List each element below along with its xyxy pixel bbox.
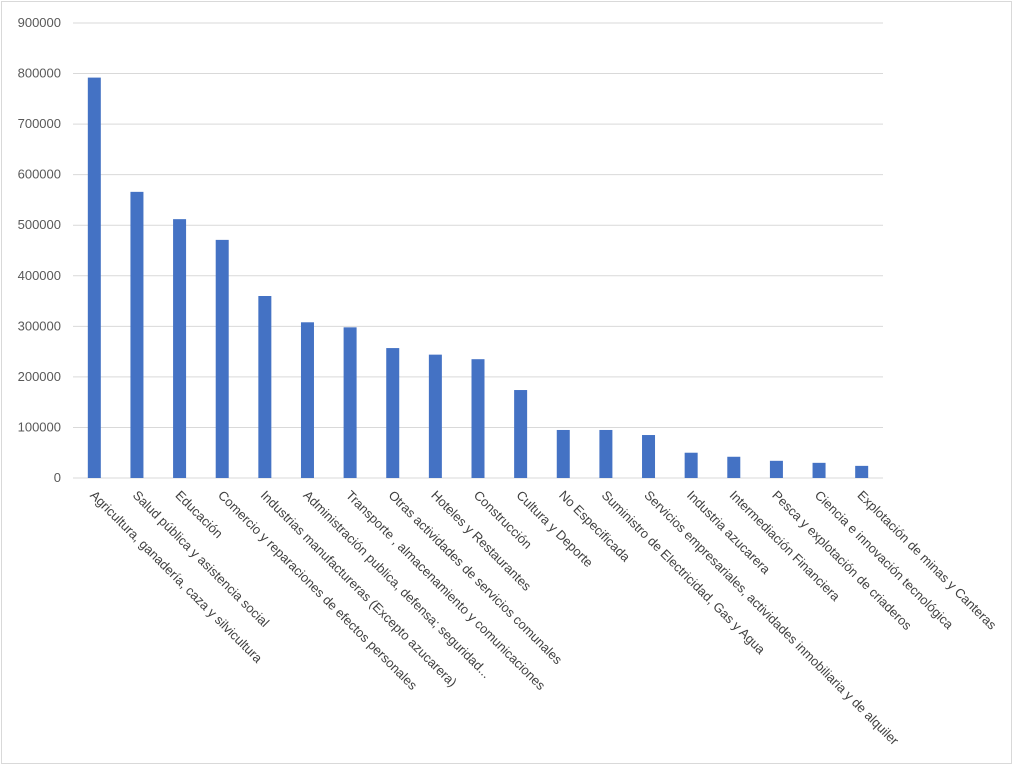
bar <box>173 219 187 478</box>
bars <box>87 77 869 478</box>
y-tick-label: 100000 <box>18 419 61 434</box>
y-tick-label: 500000 <box>18 217 61 232</box>
bar <box>727 456 741 478</box>
x-category-label: Transporte , almacenamiento y comunicaci… <box>343 488 549 694</box>
y-tick-label: 900000 <box>18 15 61 30</box>
y-tick-label: 300000 <box>18 318 61 333</box>
bar <box>343 327 357 478</box>
y-axis-ticks: 0 100000 200000 300000 400000 500000 600000 700… <box>18 15 61 485</box>
bar <box>556 429 570 478</box>
y-tick-label: 700000 <box>18 116 61 131</box>
bar <box>215 239 229 478</box>
bar <box>258 296 272 478</box>
x-axis-labels: Agricultura, ganadería, caza y silvicult… <box>87 488 1000 749</box>
bar <box>87 77 101 478</box>
bar <box>642 435 656 478</box>
y-tick-label: 600000 <box>18 167 61 182</box>
bar <box>428 354 442 478</box>
bar <box>514 390 528 478</box>
y-tick-label: 0 <box>54 470 61 485</box>
bar <box>130 191 144 478</box>
gridlines <box>73 22 883 479</box>
bar <box>300 322 314 478</box>
x-category-label: Comercio y reparaciones de efectos perso… <box>215 488 421 694</box>
bar <box>684 452 698 478</box>
bar <box>386 348 400 478</box>
bar <box>471 359 485 478</box>
bar <box>855 465 869 478</box>
bar <box>769 460 783 478</box>
bar <box>599 429 613 478</box>
x-category-label: Industrias manufactureras (Excepto azuca… <box>258 488 460 690</box>
bar <box>812 462 826 478</box>
y-tick-label: 800000 <box>18 66 61 81</box>
x-category-label: Cultura y Deporte <box>514 488 597 571</box>
y-tick-label: 400000 <box>18 268 61 283</box>
y-tick-label: 200000 <box>18 369 61 384</box>
